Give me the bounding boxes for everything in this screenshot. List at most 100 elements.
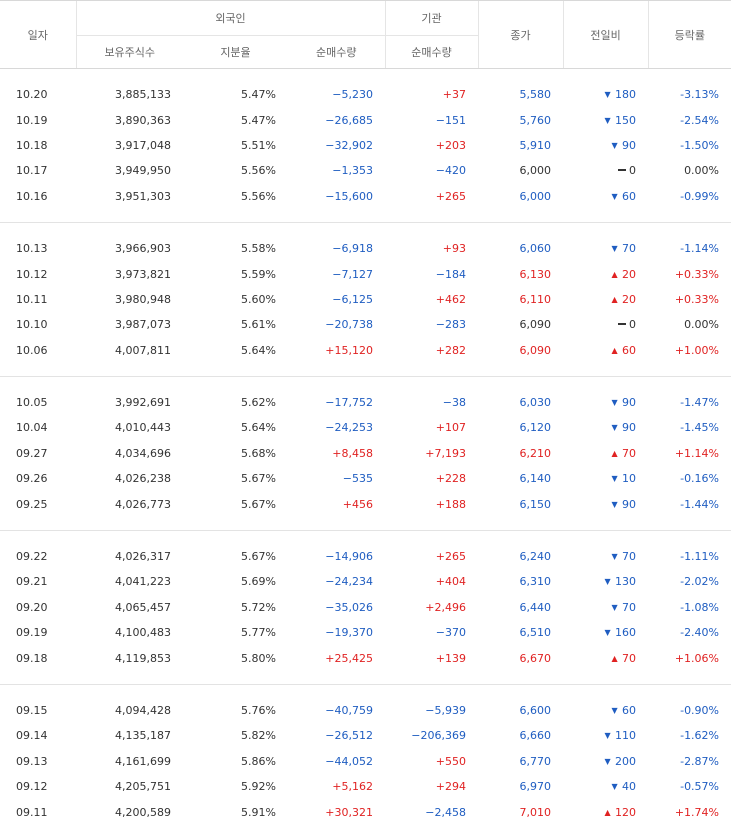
- cell-rate: -2.87%: [680, 754, 720, 768]
- no-change-dash-icon: [618, 169, 627, 172]
- group-spacer: [0, 671, 731, 684]
- cell-inst-net: −370: [435, 626, 467, 640]
- cell-ratio: 5.47%: [241, 88, 276, 102]
- header-date: 일자: [0, 0, 76, 69]
- cell-change: ▼ 60: [563, 184, 648, 209]
- cell-ratio: 5.91%: [241, 805, 276, 819]
- down-triangle-icon: ▼: [604, 577, 611, 587]
- change-value: 60: [622, 343, 637, 357]
- cell-inst-net: +282: [435, 343, 467, 357]
- cell-inst-net: +37: [442, 88, 467, 102]
- cell-foreign-net: −24,234: [325, 575, 374, 589]
- change-value: 70: [622, 446, 637, 460]
- cell-holdings: 4,100,483: [115, 626, 171, 640]
- cell-close: 5,580: [519, 88, 552, 102]
- cell-ratio: 5.47%: [241, 113, 276, 127]
- cell-inst-net: +139: [435, 651, 467, 665]
- cell-close: 6,240: [519, 550, 552, 564]
- cell-rate: -1.14%: [680, 242, 720, 256]
- group-divider: [0, 221, 731, 223]
- cell-ratio: 5.76%: [241, 704, 276, 717]
- cell-rate: -2.40%: [680, 626, 720, 640]
- cell-rate: -2.02%: [680, 575, 720, 589]
- cell-close: 7,010: [519, 805, 552, 819]
- cell-change: ▼ 60: [563, 698, 648, 723]
- cell-change: ▼ 70: [563, 544, 648, 569]
- header-change: 전일비: [562, 0, 649, 69]
- cell-change: ▼ 70: [563, 595, 648, 620]
- cell-inst-net: −151: [435, 113, 467, 127]
- cell-inst-net: +265: [435, 189, 467, 203]
- cell-date: 09.27: [16, 446, 48, 460]
- table-row: 09.18 4,119,853 5.80% +25,425 +139 6,670 ▲ 70 +1…: [0, 645, 731, 670]
- table-row: 10.05 3,992,691 5.62% −17,752 −38 6,030 ▼ 90 -1.…: [0, 390, 731, 415]
- cell-inst-net: +462: [435, 292, 467, 306]
- cell-rate: +1.06%: [674, 651, 720, 665]
- cell-change: 0: [563, 158, 648, 183]
- down-triangle-icon: ▼: [611, 552, 618, 562]
- cell-inst-net: +228: [435, 472, 467, 486]
- change-value: 120: [615, 805, 637, 819]
- down-triangle-icon: ▼: [611, 602, 618, 612]
- cell-rate: -1.47%: [680, 396, 720, 410]
- cell-inst-net: +107: [435, 421, 467, 435]
- header-holdings: 보유주식수: [75, 35, 183, 69]
- cell-ratio: 5.61%: [241, 318, 276, 332]
- cell-holdings: 4,041,223: [115, 575, 171, 589]
- cell-inst-net: −206,369: [411, 729, 467, 743]
- table-row: 10.13 3,966,903 5.58% −6,918 +93 6,060 ▼ 70 -1.1…: [0, 236, 731, 261]
- cell-foreign-net: −535: [342, 472, 374, 486]
- cell-foreign-net: −15,600: [325, 189, 374, 203]
- group-spacer: [0, 363, 731, 376]
- header-inst-net: 순매수량: [384, 35, 479, 69]
- cell-holdings: 3,949,950: [115, 164, 171, 178]
- table-body: 10.20 3,885,133 5.47% −5,230 +37 5,580 ▼ 180 -3.…: [0, 69, 731, 819]
- cell-change: ▲ 70: [563, 645, 648, 670]
- change-value: 70: [622, 550, 637, 564]
- cell-holdings: 4,200,589: [115, 805, 171, 819]
- cell-close: 6,110: [519, 292, 552, 306]
- cell-date: 10.13: [16, 242, 48, 256]
- cell-close: 6,510: [519, 626, 552, 640]
- cell-ratio: 5.68%: [241, 446, 276, 460]
- change-value: 130: [615, 575, 637, 589]
- cell-inst-net: +93: [442, 242, 467, 256]
- header-foreigner-group: 외국인: [75, 0, 386, 36]
- cell-foreign-net: +15,120: [325, 343, 374, 357]
- header-ratio: 지분율: [183, 35, 288, 69]
- cell-date: 09.21: [16, 575, 48, 589]
- cell-foreign-net: −20,738: [325, 318, 374, 332]
- group-divider: [0, 683, 731, 685]
- cell-holdings: 3,966,903: [115, 242, 171, 256]
- cell-ratio: 5.67%: [241, 472, 276, 486]
- cell-holdings: 3,980,948: [115, 292, 171, 306]
- down-triangle-icon: ▼: [611, 499, 618, 509]
- down-triangle-icon: ▼: [604, 90, 611, 100]
- change-value: 90: [622, 497, 637, 511]
- change-value: 60: [622, 189, 637, 203]
- cell-change: ▲ 60: [563, 338, 648, 363]
- cell-rate: -1.45%: [680, 421, 720, 435]
- table-row: 09.13 4,161,699 5.86% −44,052 +550 6,770 ▼ 200 -…: [0, 749, 731, 774]
- cell-date: 10.19: [16, 113, 48, 127]
- down-triangle-icon: ▼: [604, 756, 611, 766]
- cell-foreign-net: +456: [342, 497, 374, 511]
- change-value: 0: [629, 164, 637, 178]
- no-change-dash-icon: [618, 323, 627, 326]
- change-value: 40: [622, 780, 637, 794]
- up-triangle-icon: ▲: [611, 294, 618, 304]
- cell-foreign-net: −17,752: [325, 396, 374, 410]
- group-spacer: [0, 209, 731, 222]
- cell-holdings: 4,094,428: [115, 704, 171, 717]
- cell-date: 09.26: [16, 472, 48, 486]
- change-value: 70: [622, 242, 637, 256]
- cell-ratio: 5.69%: [241, 575, 276, 589]
- cell-foreign-net: −35,026: [325, 600, 374, 614]
- cell-inst-net: −2,458: [425, 805, 467, 819]
- down-triangle-icon: ▼: [611, 140, 618, 150]
- cell-rate: +1.00%: [674, 343, 720, 357]
- cell-date: 09.25: [16, 497, 48, 511]
- change-value: 60: [622, 704, 637, 717]
- cell-foreign-net: −26,512: [325, 729, 374, 743]
- cell-rate: -0.90%: [680, 704, 720, 717]
